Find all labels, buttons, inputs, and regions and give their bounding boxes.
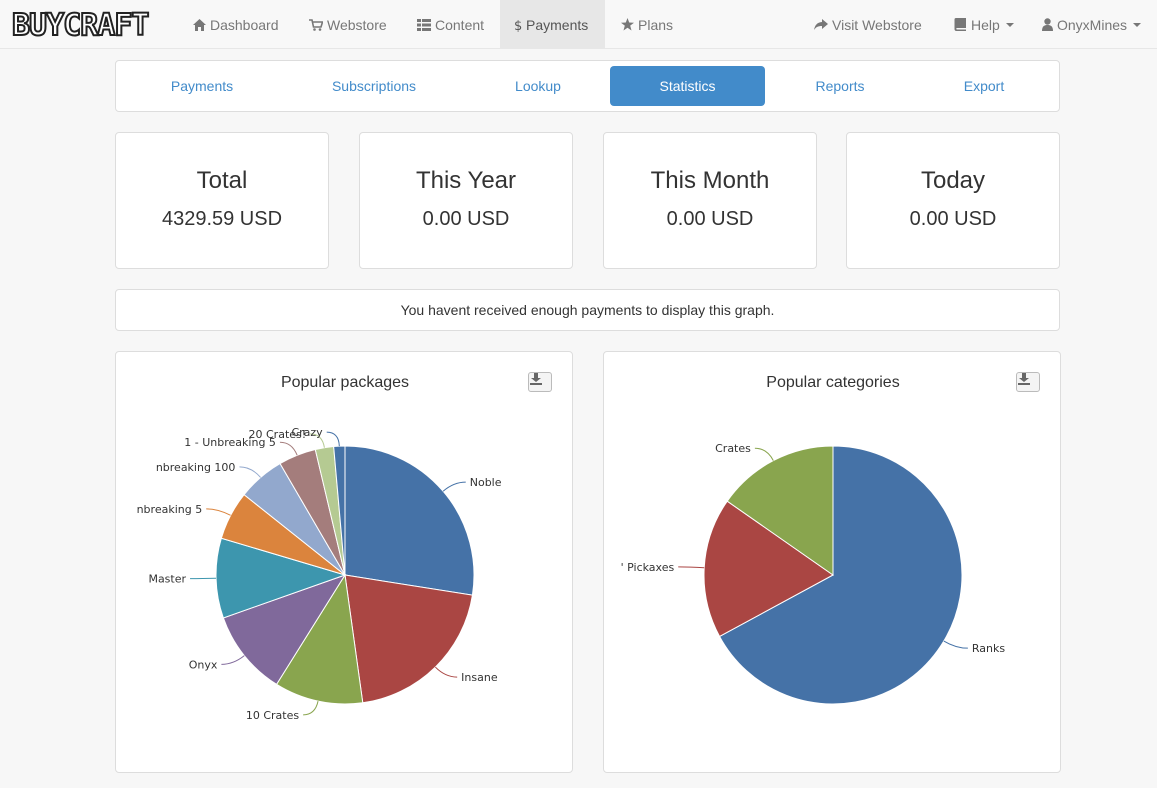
- download-icon: [530, 373, 542, 385]
- package-connector: [303, 701, 319, 716]
- export-chart-button[interactable]: [528, 372, 552, 392]
- popular-packages-chart: Popular packages Noble Insane 10 Crates Ony…: [137, 374, 502, 722]
- cart-icon: [309, 18, 323, 32]
- dollar-icon: $: [514, 18, 522, 32]
- package-connector: [326, 431, 340, 447]
- chart-title: Popular categories: [766, 374, 899, 391]
- package-slice[interactable]: [344, 445, 475, 596]
- payments-subnav: Payments Subscriptions Lookup Statistics…: [115, 60, 1060, 112]
- tab-statistics[interactable]: Statistics: [610, 66, 765, 106]
- popular-categories-chart: Popular categories Ranks ' Pickaxes Crates: [621, 374, 1005, 705]
- package-slice[interactable]: [222, 574, 347, 686]
- download-icon: [1018, 373, 1030, 385]
- package-connector: [310, 433, 325, 448]
- tab-lookup[interactable]: Lookup: [515, 78, 561, 94]
- package-label: 20 Crates!: [249, 428, 307, 441]
- stat-total: Total 4329.59 USD: [115, 132, 329, 269]
- graph-notice: You havent received enough payments to d…: [115, 289, 1060, 331]
- home-icon: [192, 18, 206, 32]
- svg-text:BUYCRAFT: BUYCRAFT: [12, 8, 149, 41]
- nav-plans[interactable]: Plans: [620, 0, 673, 49]
- package-connector: [279, 441, 298, 456]
- nav-visit-webstore-label: Visit Webstore: [832, 16, 922, 33]
- nav-dashboard[interactable]: Dashboard: [192, 0, 279, 49]
- package-label: 10 Crates: [246, 709, 300, 722]
- stat-title: This Year: [415, 167, 517, 194]
- package-label: Onyx: [189, 658, 218, 671]
- nav-webstore[interactable]: Webstore: [309, 0, 387, 49]
- package-connector: [434, 666, 458, 678]
- nav-help-label: Help: [971, 16, 1000, 33]
- stat-value: 0.00 USD: [909, 208, 997, 230]
- category-connector: [678, 566, 705, 569]
- category-label: ' Pickaxes: [621, 561, 675, 574]
- nav-help-dropdown[interactable]: Help: [953, 0, 1014, 49]
- book-icon: [953, 18, 967, 32]
- tab-subscriptions[interactable]: Subscriptions: [331, 78, 417, 94]
- package-connector: [442, 481, 466, 492]
- stat-this-year: This Year 0.00 USD: [359, 132, 573, 269]
- svg-text:$: $: [514, 19, 522, 32]
- package-label: nbreaking 5: [137, 503, 203, 516]
- nav-plans-label: Plans: [638, 16, 674, 33]
- stat-title: Today: [920, 167, 986, 194]
- top-navbar: BUYCRAFT Dashboard Webstore Content $ Pa…: [0, 0, 1157, 49]
- nav-user-dropdown[interactable]: OnyxMines: [1042, 0, 1142, 49]
- category-label: Ranks: [972, 642, 1005, 655]
- stat-today: Today 0.00 USD: [846, 132, 1060, 269]
- chevron-down-icon: [1005, 22, 1014, 27]
- category-connector: [754, 447, 774, 461]
- stat-value: 0.00 USD: [666, 208, 754, 230]
- tab-reports[interactable]: Reports: [815, 78, 865, 94]
- package-slice[interactable]: [333, 445, 346, 576]
- nav-dashboard-label: Dashboard: [210, 16, 279, 33]
- category-label: Crates: [715, 442, 751, 455]
- nav-content[interactable]: Content: [417, 0, 484, 49]
- package-label: Master: [148, 573, 186, 586]
- nav-content-label: Content: [435, 16, 485, 33]
- buycraft-logo[interactable]: BUYCRAFT: [10, 7, 156, 41]
- stat-title: This Month: [650, 167, 770, 194]
- chevron-down-icon: [1133, 22, 1142, 27]
- user-icon: [1042, 18, 1053, 32]
- package-label: Crazy: [291, 426, 323, 439]
- popular-categories-panel: Popular categories Ranks ' Pickaxes Crates: [603, 351, 1061, 773]
- nav-payments-label: Payments: [526, 16, 589, 33]
- category-slice[interactable]: [718, 445, 963, 705]
- stat-this-month: This Month 0.00 USD: [603, 132, 817, 269]
- package-label: 1 - Unbreaking 5: [184, 436, 276, 449]
- nav-user-label: OnyxMines: [1057, 16, 1128, 33]
- pie-slices: Ranks ' Pickaxes Crates: [621, 442, 1005, 705]
- nav-payments[interactable]: $ Payments: [500, 0, 605, 49]
- stat-title: Total: [196, 167, 248, 194]
- package-connector: [239, 466, 261, 478]
- nav-webstore-label: Webstore: [327, 16, 387, 33]
- popular-packages-panel: Popular packages Noble Insane 10 Crates Ony…: [115, 351, 573, 773]
- stat-value: 4329.59 USD: [161, 208, 283, 230]
- package-slice[interactable]: [344, 574, 473, 704]
- star-icon: [620, 18, 634, 32]
- pie-slices: Noble Insane 10 Crates Onyx Master nbreaking …: [137, 426, 502, 722]
- package-label: nbreaking 100: [156, 461, 236, 474]
- list-icon: [417, 18, 431, 32]
- tab-export[interactable]: Export: [963, 78, 1005, 94]
- package-label: Noble: [470, 476, 502, 489]
- package-connector: [206, 508, 231, 516]
- package-slice[interactable]: [215, 537, 347, 619]
- chart-title: Popular packages: [281, 374, 409, 391]
- tab-payments[interactable]: Payments: [170, 78, 234, 94]
- stat-value: 0.00 USD: [422, 208, 510, 230]
- package-connector: [221, 655, 245, 665]
- export-chart-button[interactable]: [1016, 372, 1040, 392]
- category-connector: [943, 640, 968, 649]
- share-icon: [814, 18, 828, 32]
- nav-visit-webstore[interactable]: Visit Webstore: [814, 0, 922, 49]
- package-label: Insane: [461, 671, 498, 684]
